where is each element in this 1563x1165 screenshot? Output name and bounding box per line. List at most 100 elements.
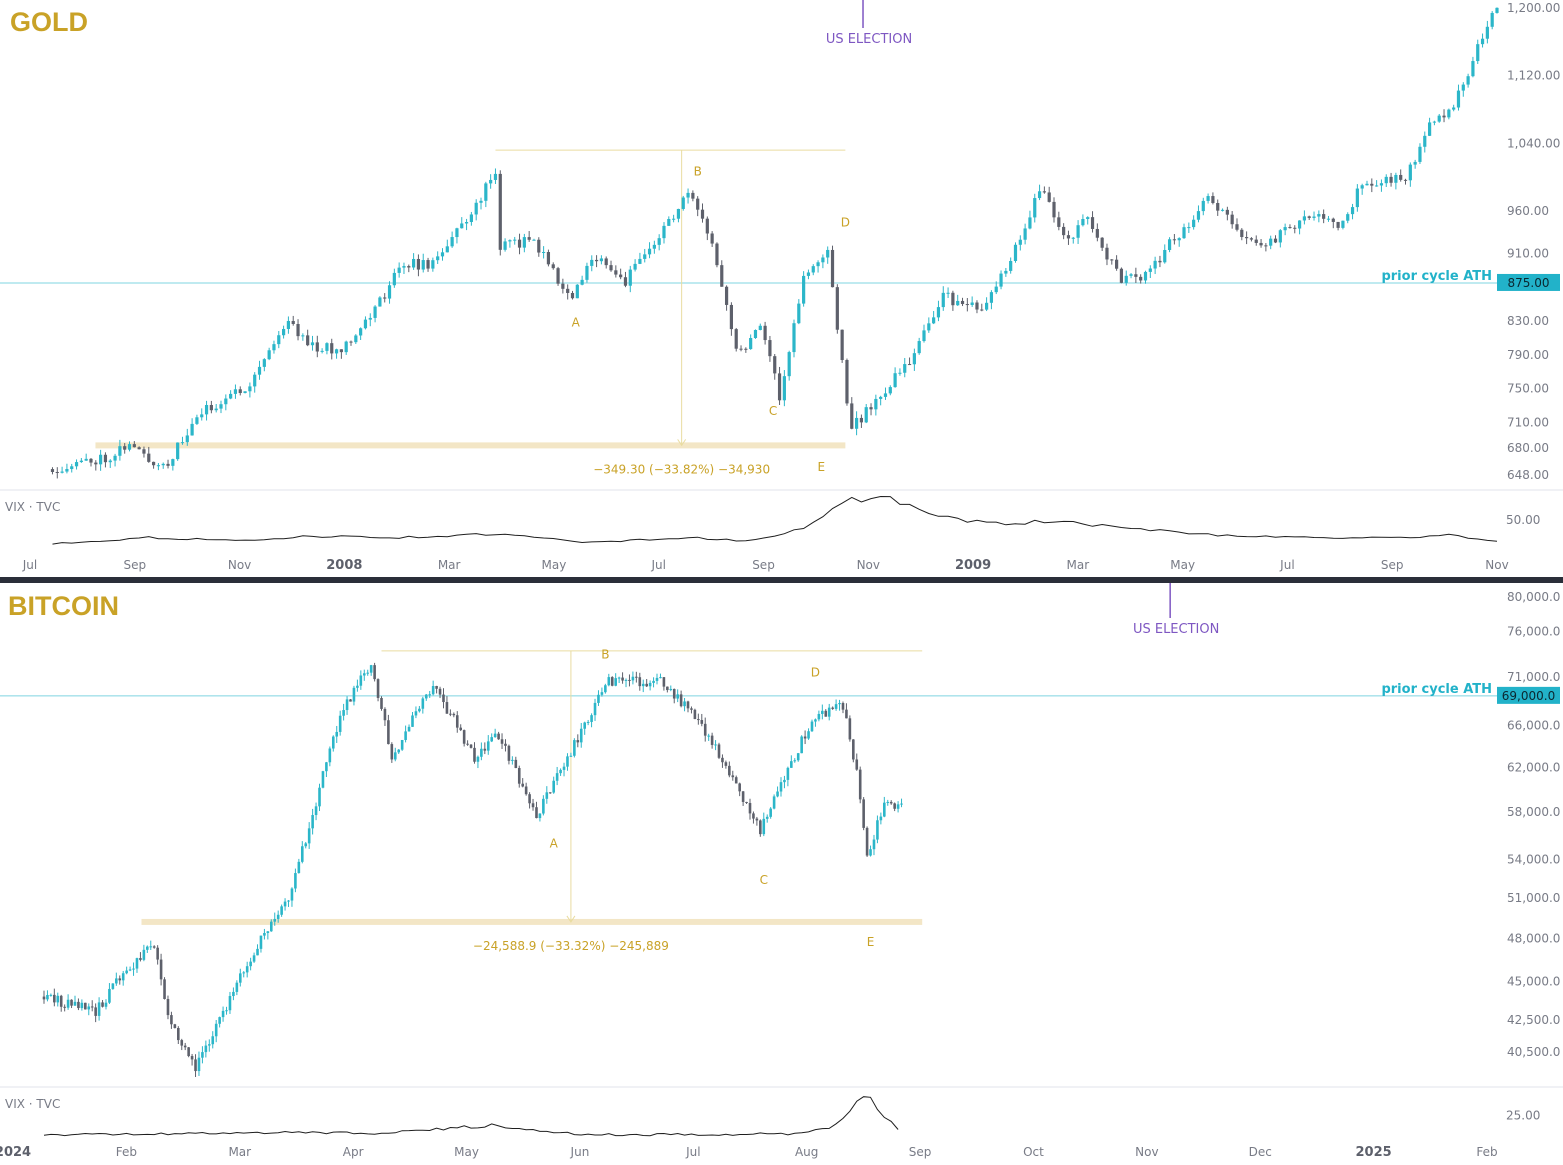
candle-body (1057, 217, 1061, 227)
candle-body (731, 775, 735, 778)
candle-body (984, 302, 989, 310)
wave-label-c: C (760, 873, 768, 887)
price-tick: 76,000.0 (1507, 624, 1560, 638)
candle-body (590, 715, 593, 722)
candle-body (879, 396, 883, 399)
candle-body (1042, 191, 1046, 193)
candle-body (623, 277, 628, 286)
candle-body (387, 285, 392, 299)
candle-body (66, 999, 70, 1008)
candle-body (858, 769, 862, 800)
gold-election-label: US ELECTION (826, 32, 912, 47)
candle-body (927, 323, 931, 331)
candle-body (786, 767, 790, 780)
wave-label-a: A (550, 836, 559, 850)
candle-body (248, 386, 252, 392)
candle-body (951, 292, 955, 306)
candle-body (49, 994, 53, 996)
candle-body (600, 692, 604, 695)
candle-body (204, 404, 209, 415)
candle-body (132, 968, 135, 970)
bitcoin-vix-label: VIX · TVC (5, 1097, 60, 1111)
price-tick: 45,000.0 (1507, 975, 1560, 989)
candle-body (576, 740, 580, 743)
candle-body (840, 329, 844, 361)
bitcoin-election-label: US ELECTION (1133, 622, 1219, 637)
candle-body (142, 449, 146, 454)
candle-body (790, 761, 793, 768)
candle-body (380, 697, 383, 709)
candle-body (566, 756, 569, 767)
candle-body (108, 988, 111, 1003)
bitcoin-pane[interactable]: BITCOIN A B C D E US ELECTION −24,588.9 (−33… (0, 583, 1563, 1160)
gold-pane[interactable]: GOLD A B C D E US ELECTION −349.30 (−33.82%)… (0, 0, 1563, 573)
price-tick: 40,500.0 (1507, 1045, 1560, 1059)
candle-body (421, 698, 425, 709)
candle-body (1177, 238, 1181, 241)
candle-body (617, 677, 621, 679)
candle-body (999, 273, 1003, 287)
candle-body (1192, 219, 1196, 228)
gold-measure-range (95, 149, 846, 449)
candle-body (387, 720, 390, 745)
candle-body (724, 286, 729, 305)
candle-body (1013, 244, 1018, 261)
candle-body (352, 687, 356, 702)
candle-body (1100, 237, 1104, 248)
candle-body (368, 317, 372, 320)
wave-label-e: E (817, 460, 825, 474)
candle-body (604, 258, 608, 266)
time-tick: Sep (909, 1145, 932, 1159)
candle-body (1148, 268, 1152, 272)
candle-body (103, 454, 108, 463)
candle-body (1225, 209, 1229, 215)
candle-body (728, 765, 731, 776)
time-tick: Dec (1249, 1145, 1272, 1159)
candle-body (535, 807, 538, 819)
candle-body (545, 792, 549, 799)
candle-body (817, 713, 821, 720)
candle-body (60, 471, 64, 473)
gold-price-axis: 1,200.00 1,120.00 1,040.00 960.00 910.00 830.… (1507, 1, 1560, 482)
candle-body (1076, 225, 1080, 238)
candle-body (325, 343, 329, 351)
candle-body (411, 715, 414, 727)
candle-body (559, 769, 562, 774)
candle-body (830, 249, 835, 288)
candle-body (139, 958, 142, 960)
candle-body (349, 699, 352, 702)
candle-body (1379, 183, 1384, 186)
candle-body (888, 387, 892, 394)
pane-divider[interactable] (0, 577, 1563, 583)
candle-body (1480, 38, 1485, 45)
candle-body (342, 710, 345, 716)
candle-body (166, 999, 170, 1016)
wave-label-d: D (811, 665, 820, 679)
candle-body (517, 239, 522, 248)
candle-body (821, 257, 825, 263)
candle-body (1326, 218, 1331, 220)
candle-body (252, 955, 256, 962)
candle-body (159, 959, 163, 980)
candle-body (266, 931, 270, 933)
candle-body (672, 218, 676, 220)
price-tick: 830.00 (1507, 314, 1549, 328)
candle-body (359, 675, 363, 686)
candle-body (527, 237, 531, 240)
candle-body (50, 469, 55, 472)
time-tick: May (542, 558, 567, 572)
candle-body (782, 376, 786, 401)
candle-body (147, 453, 151, 462)
candle-body (970, 302, 974, 305)
candle-body (177, 1027, 180, 1041)
candle-body (710, 233, 714, 244)
candle-body (473, 747, 476, 762)
candle-body (579, 728, 583, 743)
candle-body (1269, 238, 1273, 246)
candle-body (763, 325, 767, 341)
candle-body (628, 269, 632, 286)
time-tick: 2009 (955, 558, 991, 573)
candle-body (1389, 176, 1393, 183)
candle-body (104, 1002, 108, 1007)
candle-body (1009, 260, 1013, 271)
